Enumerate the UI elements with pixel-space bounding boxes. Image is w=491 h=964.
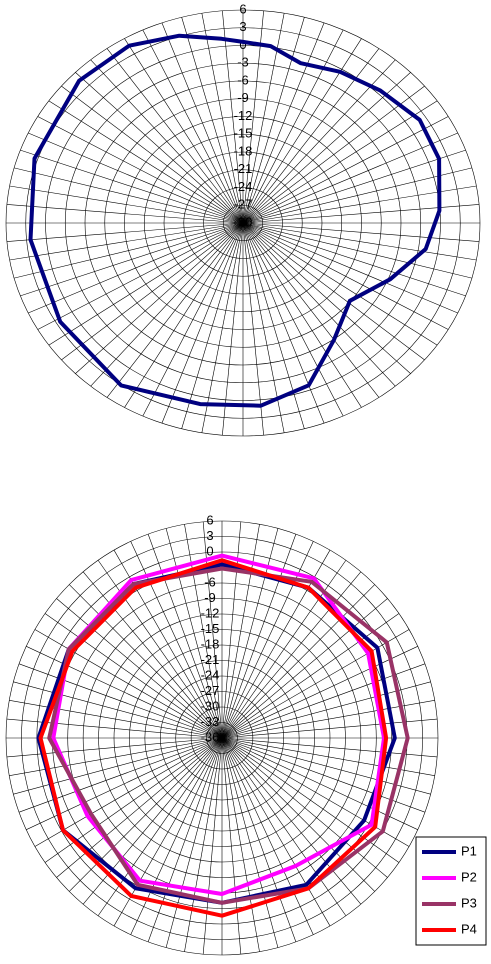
grid-circle [64,62,422,384]
grid-circle [163,151,323,295]
r-tick-label: 6 [206,512,213,527]
grid-circle [206,722,238,754]
r-tick-label: -30 [234,214,253,229]
grid-circle [175,691,269,785]
grid-circle [183,169,303,277]
r-tick-label: -24 [234,179,253,194]
r-tick-label: 0 [206,543,213,558]
grid-circle [21,536,423,940]
r-tick-label: -33 [201,714,220,729]
grid-circle [203,187,283,259]
grid-circle [144,660,300,816]
r-tick-label: -27 [234,197,253,212]
legend-box [415,836,487,946]
r-tick-label: -9 [237,90,249,105]
series-line [38,558,389,918]
grid-circle [5,520,439,956]
grid-circle [25,27,461,419]
grid-circle [5,9,481,437]
r-tick-label: 6 [239,1,246,16]
grid-circle [98,613,346,863]
legend-label: P1 [461,843,477,858]
polar-grid [5,9,481,437]
r-tick-label: -12 [234,108,253,123]
r-tick-label: -21 [234,161,253,176]
grid-circle [129,644,315,832]
legend-label: P3 [461,895,477,910]
grid-circle [45,45,441,401]
grid-circle [82,598,362,878]
r-tick-label: -9 [204,590,216,605]
r-tick-label: -6 [237,72,249,87]
r-tick-label: -24 [201,667,220,682]
polar-grid [5,520,439,956]
r-tick-label: -36 [201,729,220,744]
r-tick-label: 3 [239,19,246,34]
r-tick-label: -15 [234,126,253,141]
legend: P1 P2 P3 P4 [415,836,487,946]
series-line [47,566,410,905]
grid-circle [222,204,264,242]
r-tick-label: -21 [201,652,220,667]
r-tick-label: -18 [234,143,253,158]
grid-circle [143,133,343,313]
grid-circle [104,98,382,348]
grid-circle [124,116,362,330]
legend-label: P4 [461,921,477,936]
series-line [28,33,442,408]
r-tick-label: -15 [201,621,220,636]
r-tick-label: -6 [204,574,216,589]
r-tick-label: -12 [201,605,220,620]
r-tick-label: -30 [201,698,220,713]
legend-label: P2 [461,869,477,884]
r-tick-label: -27 [201,683,220,698]
r-tick-label: 3 [206,528,213,543]
r-tick-label: -18 [201,636,220,651]
r-tick-label: -3 [237,55,249,70]
r-tick-label: 0 [239,37,246,52]
grid-circle [190,706,254,770]
grid-circle [159,675,285,801]
grid-circle [113,629,331,847]
grid-circle [84,80,402,366]
